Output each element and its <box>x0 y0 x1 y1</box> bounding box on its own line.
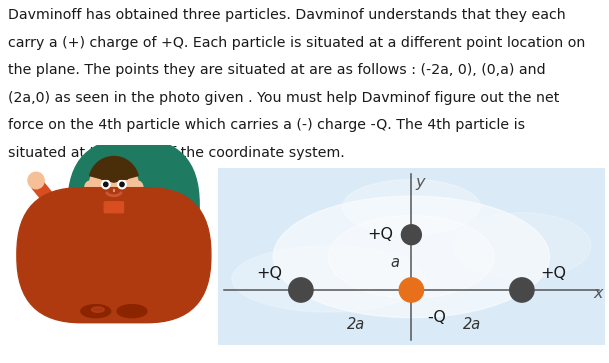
Text: 2a: 2a <box>347 317 365 332</box>
Circle shape <box>118 180 126 189</box>
Text: Davminoff has obtained three particles. Davminof understands that they each: Davminoff has obtained three particles. … <box>8 8 566 22</box>
FancyBboxPatch shape <box>107 190 121 212</box>
Text: y: y <box>415 175 424 190</box>
Ellipse shape <box>91 307 104 312</box>
Text: x: x <box>593 286 603 301</box>
Circle shape <box>289 278 313 302</box>
Text: force on the 4th particle which carries a (-) charge -Q. The 4th particle is: force on the 4th particle which carries … <box>8 118 525 132</box>
Circle shape <box>151 258 167 275</box>
Ellipse shape <box>328 215 495 298</box>
Circle shape <box>401 225 421 245</box>
Circle shape <box>400 278 423 302</box>
Circle shape <box>510 278 534 302</box>
Text: situated at the origin of the coordinate system.: situated at the origin of the coordinate… <box>8 146 345 160</box>
Ellipse shape <box>342 179 481 235</box>
Circle shape <box>85 181 97 193</box>
Circle shape <box>104 182 108 187</box>
Circle shape <box>120 182 124 187</box>
Wedge shape <box>90 156 138 182</box>
Text: the plane. The points they are situated at are as follows : (-2a, 0), (0,a) and: the plane. The points they are situated … <box>8 63 546 77</box>
Circle shape <box>90 160 138 211</box>
Text: (2a,0) as seen in the photo given . You must help Davminof figure out the net: (2a,0) as seen in the photo given . You … <box>8 91 559 105</box>
Text: -Q: -Q <box>427 310 446 325</box>
FancyBboxPatch shape <box>77 203 150 260</box>
FancyBboxPatch shape <box>17 188 211 323</box>
Circle shape <box>91 163 137 211</box>
Ellipse shape <box>232 246 425 312</box>
FancyBboxPatch shape <box>132 203 166 255</box>
Text: 2a: 2a <box>463 317 481 332</box>
Circle shape <box>28 172 44 189</box>
Ellipse shape <box>81 305 111 318</box>
Ellipse shape <box>117 305 147 318</box>
FancyBboxPatch shape <box>68 139 199 309</box>
Text: +Q: +Q <box>368 227 393 242</box>
Circle shape <box>89 159 139 210</box>
FancyBboxPatch shape <box>116 252 148 311</box>
FancyBboxPatch shape <box>80 252 112 311</box>
Text: carry a (+) charge of +Q. Each particle is situated at a different point locatio: carry a (+) charge of +Q. Each particle … <box>8 36 585 50</box>
Ellipse shape <box>273 196 549 318</box>
Circle shape <box>131 181 143 193</box>
Text: +Q: +Q <box>256 266 282 281</box>
Ellipse shape <box>453 213 591 279</box>
Text: +Q: +Q <box>541 266 566 281</box>
Circle shape <box>152 253 164 265</box>
Circle shape <box>102 180 110 189</box>
Text: a: a <box>390 255 400 270</box>
FancyBboxPatch shape <box>104 202 124 213</box>
